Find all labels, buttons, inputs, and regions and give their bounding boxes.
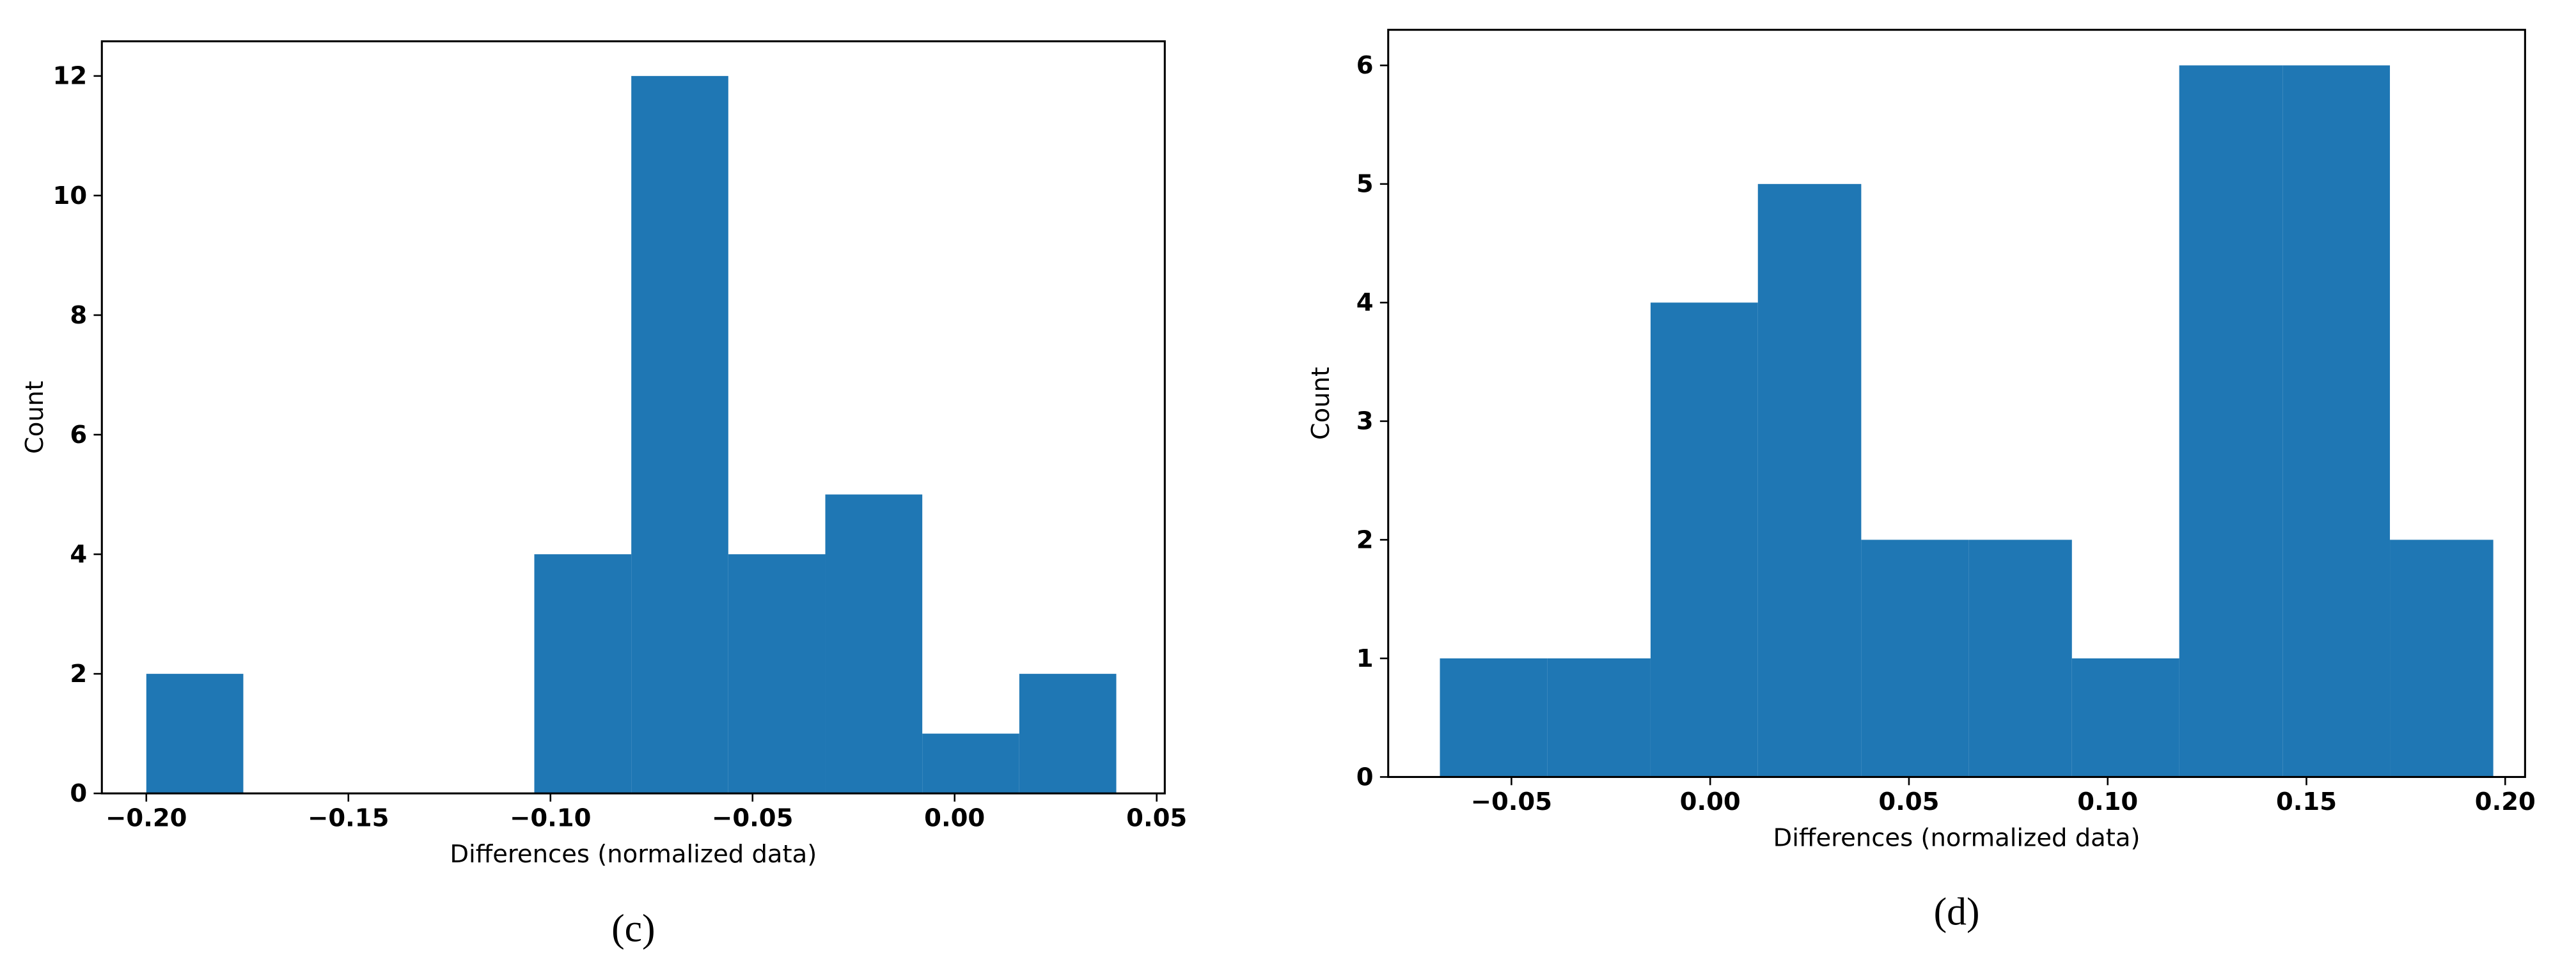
bar [2282, 65, 2391, 777]
x-tick-label: 0.00 [1680, 788, 1741, 816]
bar [1968, 540, 2072, 777]
bar [728, 554, 826, 794]
caption: (d) [1934, 890, 1980, 934]
x-tick-label: −0.20 [106, 804, 187, 833]
y-tick-label: 4 [1356, 288, 1374, 317]
y-tick-label: 6 [70, 421, 87, 449]
x-tick-label: 0.20 [2475, 788, 2536, 816]
bar [2071, 658, 2179, 777]
caption: (c) [611, 906, 655, 950]
bar [1019, 674, 1117, 794]
x-tick-label: 0.05 [1878, 788, 1939, 816]
y-tick-label: 2 [70, 660, 87, 688]
bar [631, 75, 728, 794]
x-tick-label: −0.05 [1471, 788, 1552, 816]
bar [1861, 540, 1969, 777]
y-tick-label: 2 [1356, 525, 1374, 554]
bar [922, 733, 1019, 794]
y-axis-label: Count [1307, 367, 1335, 440]
y-tick-label: 4 [70, 540, 87, 569]
y-tick-label: 0 [1356, 763, 1374, 791]
x-tick-label: 0.10 [2077, 788, 2138, 816]
y-tick-label: 12 [53, 62, 88, 91]
x-tick-label: −0.05 [712, 804, 793, 833]
y-axis-label: Count [20, 381, 49, 454]
bar [534, 554, 632, 794]
bar [2179, 65, 2283, 777]
axes-frame [100, 40, 1166, 795]
x-tick-label: −0.10 [510, 804, 591, 833]
bar [2390, 540, 2494, 777]
y-tick-label: 6 [1356, 51, 1374, 80]
bar [1757, 183, 1862, 777]
y-tick-label: 8 [70, 301, 87, 330]
x-tick-label: 0.15 [2276, 788, 2337, 816]
y-tick-label: 0 [70, 779, 87, 808]
x-tick-label: 0.00 [924, 804, 985, 833]
bar [146, 674, 244, 794]
y-tick-label: 5 [1356, 170, 1374, 199]
x-axis-label: Differences (normalized data) [450, 840, 817, 869]
y-tick-label: 10 [53, 182, 88, 210]
x-tick-label: −0.15 [308, 804, 389, 833]
bar [1440, 658, 1548, 777]
x-axis-label: Differences (normalized data) [1773, 823, 2140, 852]
axes-frame [1387, 29, 2526, 779]
bar [1650, 302, 1758, 777]
bar [1547, 658, 1651, 777]
bar [825, 494, 923, 794]
x-tick-label: 0.05 [1126, 804, 1187, 833]
y-tick-label: 1 [1356, 644, 1374, 673]
y-tick-label: 3 [1356, 407, 1374, 436]
